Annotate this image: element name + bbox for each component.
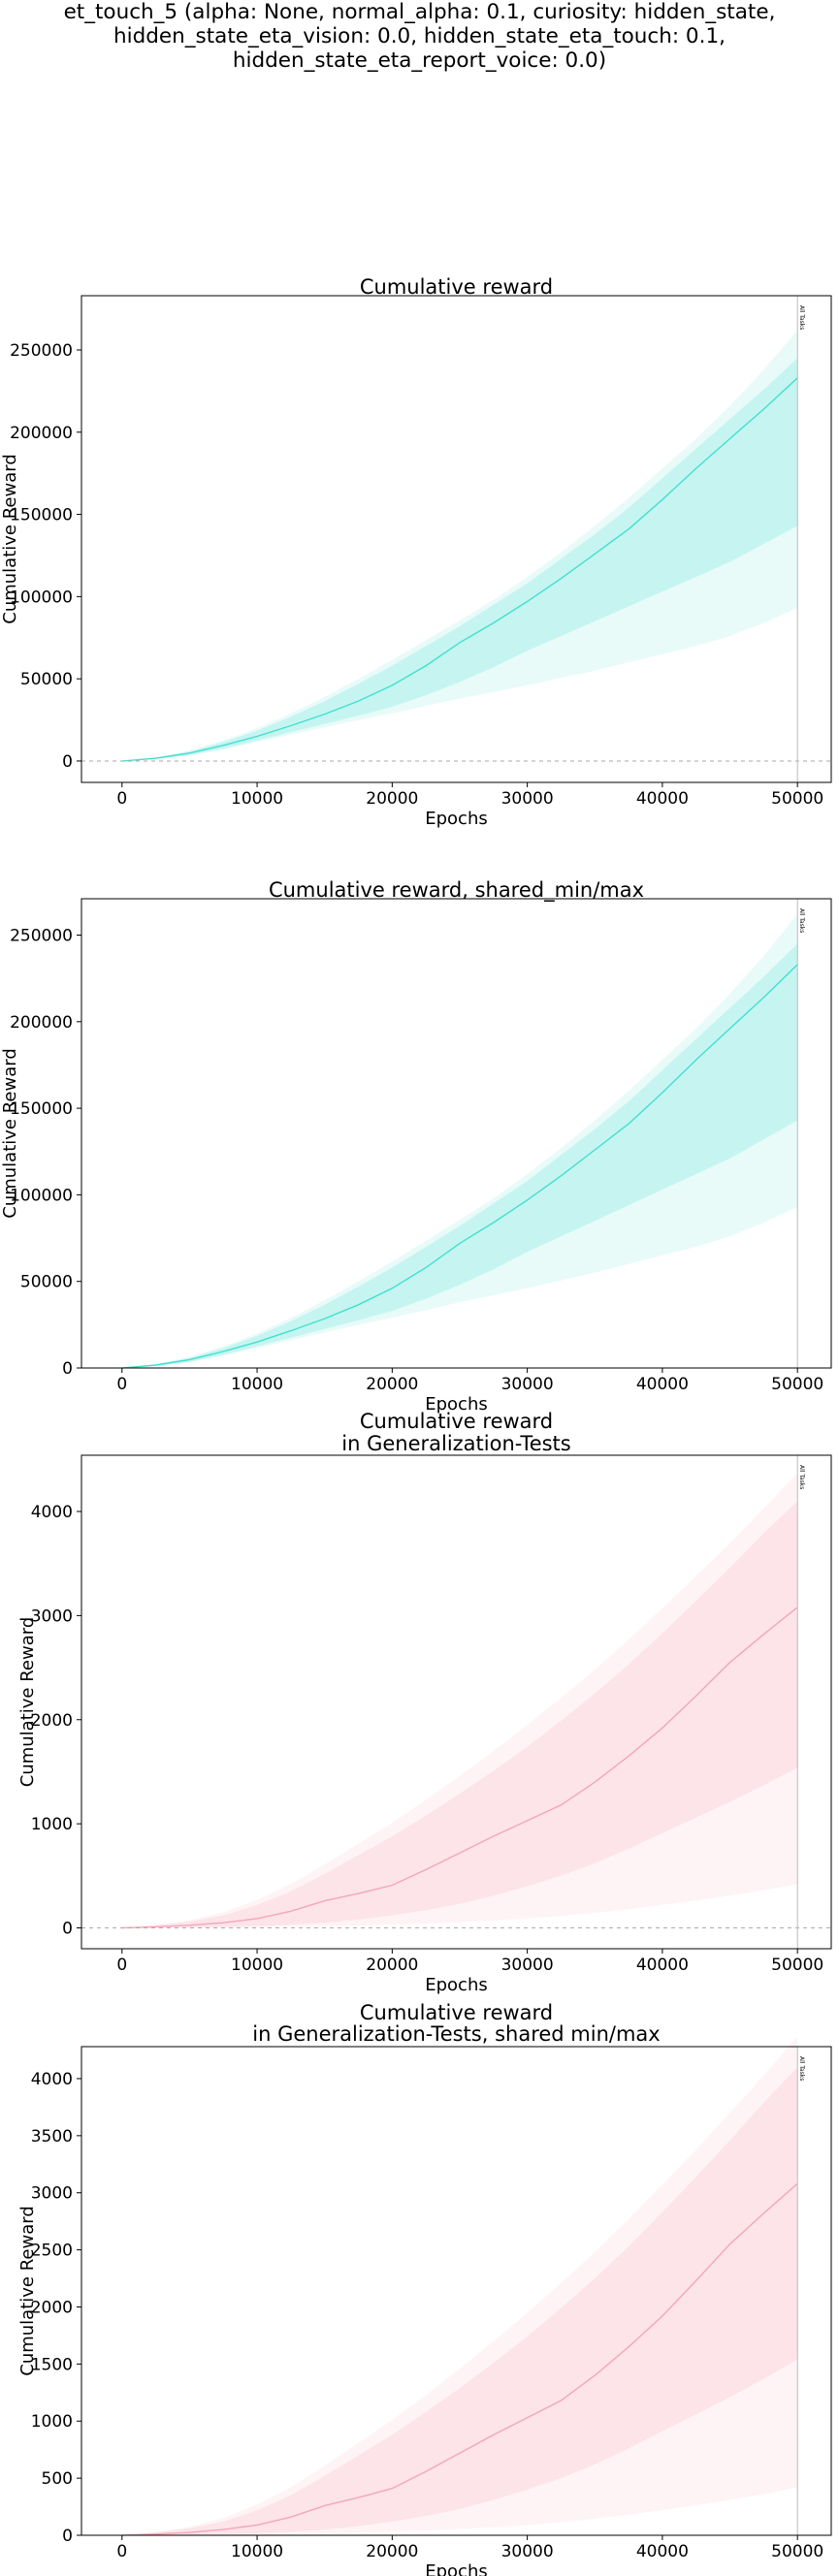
- task-boundary-label: All Tasks: [798, 2056, 805, 2081]
- cumulative-reward-chart: All Tasks 0 10000 20000 30000 40000 50000 0 5000…: [0, 275, 832, 829]
- y-tick-label: 100000: [10, 1186, 73, 1205]
- x-tick-label: 40000: [636, 1375, 689, 1394]
- y-tick-label: 200000: [10, 424, 73, 443]
- y-tick-label: 50000: [20, 1273, 73, 1292]
- x-tick-label: 30000: [501, 2542, 554, 2561]
- x-tick-label: 30000: [501, 1956, 554, 1975]
- min-max-band: [121, 914, 798, 1368]
- x-tick-label: 0: [116, 789, 127, 809]
- chart-title: Cumulative reward: [360, 2001, 553, 2024]
- generalization-reward-chart: All Tasks 0 10000 20000 30000 40000 50000 0 1000…: [17, 1410, 832, 1995]
- x-tick-label: 50000: [771, 2542, 823, 2561]
- y-tick-label: 4000: [31, 1503, 73, 1522]
- suptitle-line: et_touch_5 (alpha: None, normal_alpha: 0…: [63, 0, 776, 24]
- std-band: [121, 2067, 798, 2535]
- y-tick-label: 50000: [20, 670, 73, 689]
- y-axis-label: Cumulative Reward: [17, 2206, 38, 2376]
- x-tick-label: 10000: [231, 1375, 283, 1394]
- x-tick-label: 40000: [636, 789, 689, 809]
- std-band: [121, 1501, 798, 1928]
- x-tick-label: 10000: [231, 789, 283, 809]
- chart-title: Cumulative reward: [360, 1410, 553, 1433]
- x-axis-label: Epochs: [425, 1394, 488, 1415]
- y-axis-label: Cumulative Reward: [0, 454, 20, 624]
- axes-frame: [81, 2046, 832, 2536]
- x-tick-label: 30000: [501, 789, 554, 809]
- x-tick-label: 20000: [366, 1956, 418, 1975]
- y-tick-label: 2000: [31, 2298, 73, 2317]
- y-tick-label: 250000: [10, 341, 73, 361]
- x-tick-label: 0: [116, 2542, 127, 2561]
- suptitle-line: hidden_state_eta_report_voice: 0.0): [232, 48, 607, 73]
- generalization-reward-shared-chart: All Tasks 0 10000 20000 30000 40000 50000 0 500 1…: [17, 2001, 832, 2576]
- y-tick-label: 4000: [31, 2070, 73, 2089]
- x-tick-label: 30000: [501, 1375, 554, 1394]
- y-tick-label: 0: [62, 752, 73, 772]
- x-axis-label: Epochs: [425, 2561, 488, 2576]
- x-axis-label: Epochs: [425, 1975, 488, 1995]
- mean-line: [121, 964, 798, 1369]
- min-max-band: [121, 1473, 798, 1928]
- suptitle-line: hidden_state_eta_vision: 0.0, hidden_sta…: [113, 24, 726, 48]
- y-tick-label: 3000: [31, 2184, 73, 2204]
- chart-title: Cumulative reward, shared_min/max: [269, 878, 644, 903]
- cumulative-reward-shared-chart: All Tasks 0 10000 20000 30000 40000 50000 0 5000…: [0, 878, 832, 1415]
- task-boundary-label: All Tasks: [798, 1465, 805, 1489]
- axes-frame: [81, 295, 832, 783]
- y-tick-label: 500: [42, 2469, 73, 2489]
- x-tick-label: 40000: [636, 2542, 689, 2561]
- y-tick-label: 100000: [10, 588, 73, 607]
- x-tick-label: 50000: [771, 1956, 823, 1975]
- mean-line: [121, 2182, 798, 2536]
- x-tick-label: 0: [116, 1956, 127, 1975]
- mean-line: [121, 377, 798, 762]
- y-tick-label: 2500: [31, 2242, 73, 2261]
- min-max-band: [121, 330, 798, 761]
- x-tick-label: 0: [116, 1375, 127, 1394]
- y-axis-label: Cumulative Reward: [17, 1617, 38, 1788]
- x-tick-label: 50000: [771, 1375, 823, 1394]
- x-tick-label: 40000: [636, 1956, 689, 1975]
- x-tick-label: 20000: [366, 789, 418, 809]
- chart-title: in Generalization-Tests: [341, 1432, 570, 1455]
- std-band: [121, 358, 798, 761]
- x-tick-label: 20000: [366, 2542, 418, 2561]
- y-tick-label: 250000: [10, 927, 73, 946]
- mean-line: [121, 1606, 798, 1929]
- y-tick-label: 150000: [10, 506, 73, 525]
- x-tick-label: 10000: [231, 1956, 283, 1975]
- task-boundary-label: All Tasks: [798, 305, 805, 330]
- y-tick-label: 3000: [31, 1606, 73, 1626]
- y-tick-label: 1000: [31, 1815, 73, 1834]
- chart-title: Cumulative reward: [360, 275, 553, 299]
- x-tick-label: 20000: [366, 1375, 418, 1394]
- y-tick-label: 1000: [31, 2412, 73, 2432]
- axes-frame: [81, 1454, 832, 1950]
- x-axis-label: Epochs: [425, 809, 488, 829]
- chart-title: in Generalization-Tests, shared min/max: [252, 2022, 660, 2046]
- x-tick-label: 10000: [231, 2542, 283, 2561]
- y-tick-label: 0: [62, 1920, 73, 1939]
- x-tick-label: 50000: [771, 789, 823, 809]
- y-axis-label: Cumulative Reward: [0, 1048, 20, 1219]
- y-tick-label: 3500: [31, 2127, 73, 2147]
- axes-frame: [81, 898, 832, 1369]
- min-max-band: [121, 2036, 798, 2535]
- y-tick-label: 0: [62, 2527, 73, 2546]
- y-tick-label: 200000: [10, 1013, 73, 1033]
- figure-suptitle: et_touch_5 (alpha: None, normal_alpha: 0…: [0, 0, 839, 73]
- std-band: [121, 943, 798, 1368]
- task-boundary-label: All Tasks: [798, 908, 805, 933]
- y-tick-label: 150000: [10, 1099, 73, 1119]
- y-tick-label: 1500: [31, 2355, 73, 2374]
- y-tick-label: 2000: [31, 1711, 73, 1731]
- y-tick-label: 0: [62, 1359, 73, 1379]
